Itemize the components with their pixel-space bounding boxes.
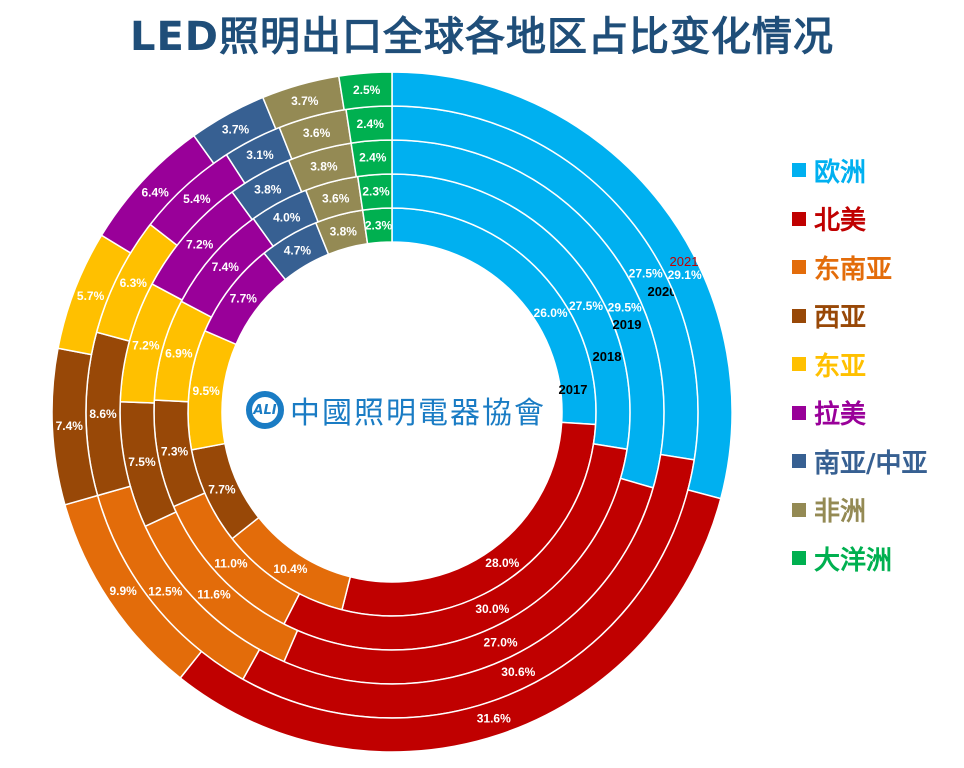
data-label: 2.5% [353,83,381,97]
data-label: 2.4% [359,151,387,165]
legend-item: 西亚 [792,292,928,341]
legend-item: 东南亚 [792,243,928,292]
legend-item: 非洲 [792,486,928,535]
data-label: 26.0% [534,306,568,320]
ring-label: 2017 [559,382,588,397]
data-label: 2.3% [362,185,390,199]
legend-swatch [792,551,806,566]
data-label: 7.2% [186,238,214,252]
data-label: 9.9% [109,584,137,598]
legend-item: 欧洲 [792,146,928,195]
data-label: 7.7% [208,483,236,497]
legend-swatch [792,405,806,420]
ring-label: 2020 [648,284,677,299]
data-label: 6.9% [165,347,193,361]
data-label: 7.4% [56,419,84,433]
data-label: 6.4% [141,185,169,199]
data-label: 2.3% [365,218,393,232]
data-label: 3.8% [254,182,282,196]
legend-label: 东南亚 [814,254,893,285]
data-label: 3.7% [291,94,319,108]
data-label: 5.4% [183,192,211,206]
legend-swatch [792,502,806,517]
data-label: 4.0% [273,211,301,225]
legend-swatch [792,163,806,178]
legend-item: 大洋洲 [792,534,928,583]
data-label: 11.0% [214,556,248,570]
data-label: 27.5% [629,267,663,281]
segment [337,71,393,111]
data-label: 9.5% [192,384,220,398]
data-label: 7.4% [212,260,240,274]
logo-mark: ALI [246,391,284,429]
data-label: 27.5% [569,299,603,313]
data-label: 5.7% [77,289,105,303]
legend-swatch [792,211,806,226]
data-label: 7.2% [132,338,160,352]
data-label: 2.4% [357,117,385,131]
data-label: 8.6% [89,407,117,421]
data-label: 4.7% [284,244,312,258]
logo: ALI 中國照明電器協會 [246,388,546,432]
data-label: 30.6% [501,665,535,679]
legend-label: 北美 [814,206,867,237]
ring-label: 2019 [613,317,642,332]
legend-label: 西亚 [814,303,867,334]
data-label: 30.0% [475,602,509,616]
data-label: 12.5% [148,584,182,598]
data-label: 3.8% [330,224,358,238]
legend-swatch [792,454,806,469]
data-label: 11.6% [197,588,231,602]
legend-swatch [792,357,806,372]
legend-label: 东亚 [814,351,867,382]
chart-title: LED照明出口全球各地区占比变化情况 [129,14,834,60]
legend-item: 东亚 [792,340,928,389]
data-label: 7.7% [230,292,258,306]
legend: 欧洲北美东南亚西亚东亚拉美南亚/中亚非洲大洋洲 [792,146,928,583]
legend-label: 大洋洲 [814,545,893,576]
data-label: 29.1% [668,268,702,282]
legend-item: 拉美 [792,389,928,438]
legend-swatch [792,260,806,275]
data-label: 3.8% [310,159,338,173]
legend-swatch [792,308,806,323]
legend-item: 北美 [792,195,928,244]
ring-label: 2021 [670,254,699,269]
legend-label: 非洲 [814,497,867,528]
data-label: 6.3% [120,276,148,290]
data-label: 10.4% [273,562,307,576]
legend-label: 欧洲 [814,157,867,188]
data-label: 31.6% [477,712,511,726]
data-label: 29.5% [608,301,642,315]
data-label: 28.0% [485,556,519,570]
legend-label: 拉美 [814,400,867,431]
legend-label: 南亚/中亚 [814,448,928,479]
data-label: 7.3% [161,444,189,458]
data-label: 3.6% [322,191,350,205]
data-label: 3.1% [246,148,274,162]
data-label: 3.6% [303,126,331,140]
data-label: 27.0% [484,636,518,650]
data-label: 3.7% [222,122,250,136]
ring-label: 2018 [593,349,622,364]
data-label: 7.5% [128,455,156,469]
logo-text: 中國照明電器協會 [290,396,546,431]
legend-item: 南亚/中亚 [792,437,928,486]
